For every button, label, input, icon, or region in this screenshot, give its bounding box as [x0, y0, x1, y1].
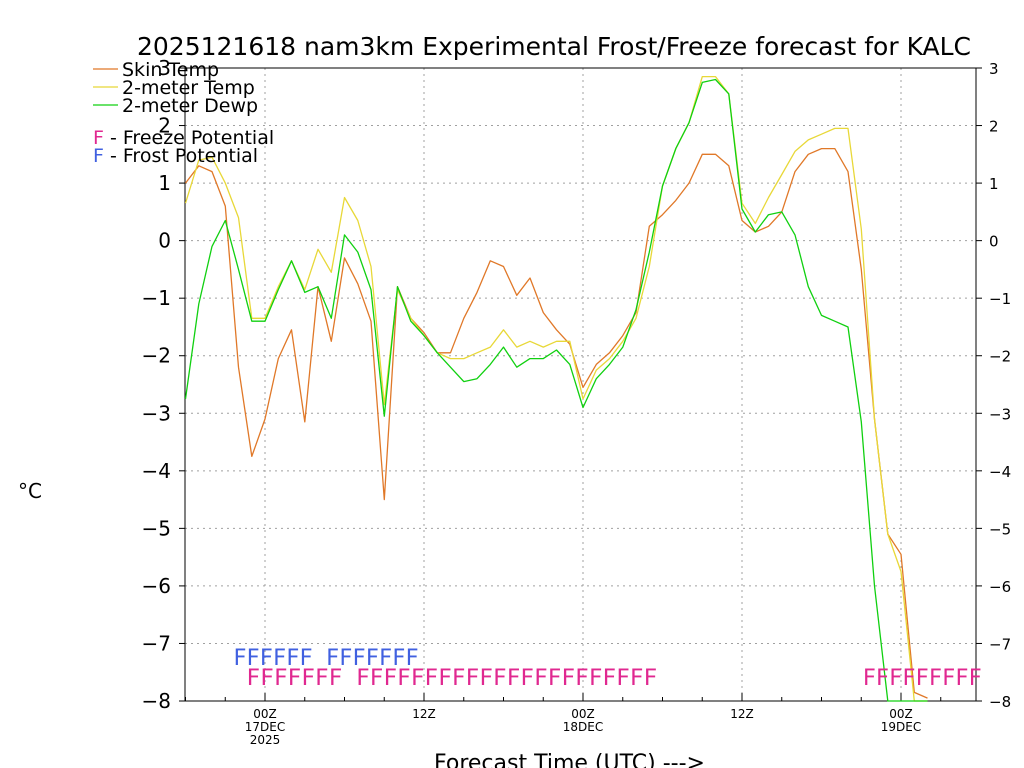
legend-label: Skin Temp [122, 59, 219, 81]
frost-freeze-markers: FFFFFF FFFFFFFFFFFFFF FFFFFFFFFFFFFFFFFF… [233, 646, 982, 691]
y-tick-label-left: −5 [142, 516, 171, 540]
y-tick-label-left: 1 [158, 171, 171, 195]
y-tick-label-left: −8 [142, 689, 171, 713]
potential-markers-freeze-potential: FFFFFFFFF [863, 666, 982, 691]
plot-frame [184, 67, 977, 702]
y-axis-right: 3 2 1 0 −1 −2 −3 −4 −5 −6 −7 −8 [976, 60, 1011, 711]
y-tick-label-left: −7 [142, 631, 171, 655]
y-tick-label-left: 2 [158, 114, 171, 138]
y-tick-label-right: 0 [989, 233, 999, 251]
potential-markers-freeze-potential: FFFFFFF FFFFFFFFFFFFFFFFFFFFFF [246, 666, 657, 691]
y-tick-label-left: 3 [158, 56, 171, 80]
potential-markers-frost-potential: FFFFFF FFFFFFF [233, 646, 419, 671]
y-tick-label-left: −1 [142, 286, 171, 310]
legend-label: 2-meter Temp [122, 77, 255, 99]
legend-label: 2-meter Dewp [122, 95, 258, 117]
series-line-2-meter-dewp [184, 78, 928, 702]
y-tick-label-right: −2 [989, 348, 1011, 366]
y-tick-label-right: −1 [989, 290, 1011, 308]
y-tick-label-left: −2 [142, 344, 171, 368]
y-tick-label-left: −4 [142, 459, 171, 483]
x-tick-label: 00Z [253, 707, 277, 721]
x-tick-label: 00Z [889, 707, 913, 721]
y-tick-label-left: −3 [142, 401, 171, 425]
x-tick-label: 00Z [571, 707, 595, 721]
y-axis-label: °C [18, 479, 42, 503]
y-tick-label-right: 2 [989, 118, 999, 136]
grid-lines [185, 68, 976, 701]
x-tick-label: 12Z [730, 707, 754, 721]
x-tick-date: 18DEC [563, 720, 603, 734]
key-entry: F - Frost Potential [93, 145, 258, 167]
y-tick-label-right: −6 [989, 578, 1011, 596]
y-tick-label-left: 0 [158, 229, 171, 253]
y-tick-label-right: 1 [989, 175, 999, 193]
y-tick-label-right: 3 [989, 60, 999, 78]
x-tick-year: 2025 [250, 733, 281, 747]
series-line-2-meter-temp [184, 75, 928, 702]
x-tick-date: 19DEC [881, 720, 921, 734]
y-tick-label-right: −8 [989, 693, 1011, 711]
y-axis-left: 3 2 1 0 −1 −2 −3 −4 −5 −6 −7 −8 [142, 56, 185, 713]
y-tick-label-left: −6 [142, 574, 171, 598]
chart-title: 2025121618 nam3km Experimental Frost/Fre… [137, 32, 971, 61]
x-axis-label: Forecast Time (UTC) ---> [434, 751, 705, 768]
key-entry: F - Freeze Potential [93, 127, 274, 149]
x-tick-label: 12Z [412, 707, 436, 721]
y-tick-label-right: −4 [989, 463, 1011, 481]
y-tick-label-right: −3 [989, 405, 1011, 423]
y-tick-label-right: −5 [989, 520, 1011, 538]
series-lines [184, 75, 928, 702]
y-tick-label-right: −7 [989, 635, 1011, 653]
x-tick-date: 17DEC [245, 720, 285, 734]
series-line-skin-temp [184, 147, 928, 699]
